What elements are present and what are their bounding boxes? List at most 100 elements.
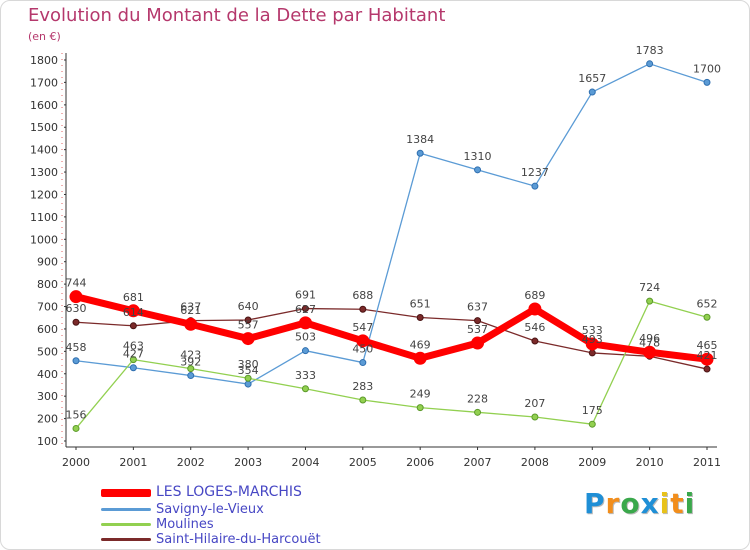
y-tick-label: 1300	[30, 166, 58, 179]
data-label: 478	[639, 336, 660, 349]
data-point	[301, 385, 309, 393]
data-point	[356, 334, 370, 348]
y-tick-label: 600	[37, 323, 58, 336]
data-label: 458	[66, 341, 87, 354]
y-tick-label: 1800	[30, 54, 58, 67]
x-tick-label: 2010	[636, 456, 664, 469]
y-axis-unit: (en €)	[28, 30, 61, 43]
data-label: 354	[238, 364, 259, 377]
y-tick-label: 500	[37, 345, 58, 358]
data-point	[244, 380, 252, 388]
y-tick-label: 1500	[30, 121, 58, 134]
y-tick-label: 800	[37, 278, 58, 291]
series-line	[75, 300, 708, 430]
data-label: 493	[582, 333, 603, 346]
data-point	[69, 290, 83, 304]
data-point	[646, 60, 654, 68]
legend-label: Moulines	[156, 517, 214, 532]
data-point	[241, 332, 255, 346]
data-label: 627	[295, 303, 316, 316]
data-label: 175	[582, 404, 603, 417]
data-point	[528, 302, 542, 316]
data-label: 463	[123, 340, 144, 353]
data-label: 689	[524, 289, 545, 302]
data-point	[416, 404, 424, 412]
x-tick-label: 2000	[62, 456, 90, 469]
data-label: 469	[410, 338, 431, 351]
data-point	[700, 352, 714, 366]
y-tick-label: 900	[37, 256, 58, 269]
data-point	[187, 365, 195, 373]
data-label: 637	[467, 301, 488, 314]
data-point	[416, 149, 424, 157]
data-point	[585, 337, 599, 351]
data-point	[588, 420, 596, 428]
x-tick-label: 2004	[291, 456, 319, 469]
data-label: 421	[697, 349, 718, 362]
data-point	[646, 297, 654, 305]
data-point	[184, 317, 198, 331]
y-tick-label: 700	[37, 301, 58, 314]
data-point	[72, 357, 80, 365]
x-tick-label: 2002	[177, 456, 205, 469]
data-label: 283	[352, 380, 373, 393]
y-tick-label: 1400	[30, 144, 58, 157]
legend-swatch	[101, 538, 151, 541]
data-label: 1237	[521, 166, 549, 179]
data-label: 557	[238, 319, 259, 332]
data-point	[359, 396, 367, 404]
y-tick-label: 300	[37, 390, 58, 403]
data-label: 1700	[693, 62, 721, 75]
data-label: 207	[524, 397, 545, 410]
data-label: 652	[697, 297, 718, 310]
legend-swatch	[101, 508, 151, 511]
data-label: 249	[410, 388, 431, 401]
data-label: 496	[639, 332, 660, 345]
data-label: 614	[123, 306, 144, 319]
x-tick-label: 2009	[578, 456, 606, 469]
data-label: 156	[66, 408, 87, 421]
x-tick-label: 2001	[119, 456, 147, 469]
series-line	[75, 63, 708, 385]
data-point	[244, 316, 252, 324]
data-point	[643, 345, 657, 359]
data-label: 691	[295, 289, 316, 302]
data-label: 637	[180, 301, 201, 314]
logo-letter: r	[605, 487, 621, 520]
data-point	[531, 182, 539, 190]
data-point	[359, 305, 367, 313]
y-tick-label: 200	[37, 413, 58, 426]
data-point	[359, 359, 367, 367]
data-point	[72, 424, 80, 432]
data-point	[703, 78, 711, 86]
logo-letter: t	[670, 487, 685, 520]
x-tick-label: 2008	[521, 456, 549, 469]
y-tick-label: 1200	[30, 188, 58, 201]
data-label: 380	[238, 358, 259, 371]
data-point	[129, 364, 137, 372]
data-point	[588, 349, 596, 357]
data-point	[301, 305, 309, 313]
data-point	[416, 314, 424, 322]
data-label: 681	[123, 291, 144, 304]
data-label: 651	[410, 298, 431, 311]
data-point	[703, 365, 711, 373]
data-point	[531, 413, 539, 421]
data-point	[471, 336, 485, 350]
data-point	[129, 356, 137, 364]
legend-swatch	[101, 489, 151, 497]
y-tick-label: 1000	[30, 233, 58, 246]
legend-label: Savigny-le-Vieux	[156, 502, 264, 517]
data-label: 423	[180, 349, 201, 362]
data-label: 450	[352, 343, 373, 356]
y-tick-label: 1100	[30, 211, 58, 224]
logo-letter: P	[584, 487, 606, 520]
legend-label: Saint-Hilaire-du-Harcouët	[156, 532, 321, 547]
logo-letter: x	[640, 487, 660, 520]
y-tick-label: 1700	[30, 76, 58, 89]
data-point	[588, 88, 596, 96]
data-label: 1657	[578, 72, 606, 85]
data-label: 537	[467, 323, 488, 336]
data-point	[187, 372, 195, 380]
